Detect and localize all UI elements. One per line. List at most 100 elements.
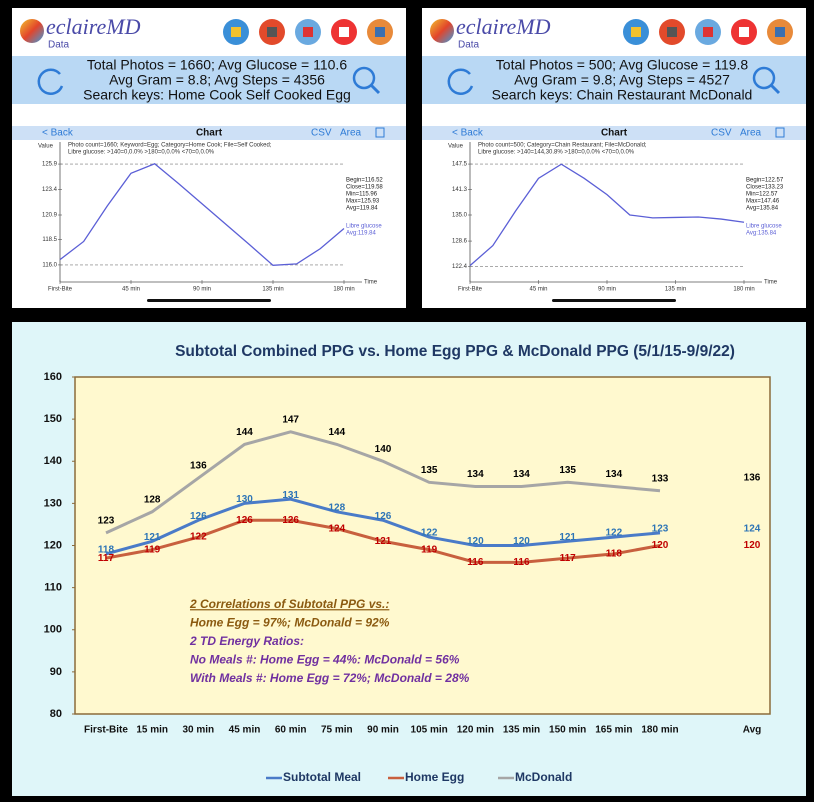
- brand-sub: Data: [48, 40, 70, 51]
- x-tick-label: First-Bite: [84, 725, 128, 736]
- stat-text: Begin=122.57: [746, 178, 784, 184]
- y-tick-label: 100: [44, 624, 62, 636]
- y-tick-label: 141.3: [452, 187, 468, 193]
- avg-label: 124: [744, 523, 761, 534]
- data-label: 122: [605, 528, 622, 539]
- data-label: 128: [144, 494, 161, 505]
- nav-title: Chart: [196, 128, 223, 139]
- toolbar-icon-detail: [667, 27, 677, 37]
- legend-label: Home Egg: [405, 770, 464, 784]
- legend-label: Libre glucose: [346, 224, 382, 230]
- stat-text: Close=119.58: [346, 185, 383, 191]
- data-label: 121: [375, 536, 392, 547]
- toolbar-icon-detail: [339, 27, 349, 37]
- data-label: 117: [98, 553, 115, 564]
- nav-area[interactable]: Area: [340, 128, 362, 139]
- nav-back[interactable]: < Back: [42, 128, 74, 139]
- y-tick-label: 116.0: [42, 262, 57, 268]
- annotation: 2 Correlations of Subtotal PPG vs.:: [189, 597, 389, 611]
- nav-back[interactable]: < Back: [452, 128, 484, 139]
- stat-text: Begin=116.52: [346, 178, 383, 184]
- data-label: 121: [144, 532, 161, 543]
- y-tick-label: 120: [44, 539, 62, 551]
- y-tick-label: 130: [44, 497, 62, 509]
- app-panel: [12, 8, 406, 308]
- data-label: 119: [421, 544, 438, 555]
- data-label: 122: [190, 532, 207, 543]
- x-tick-label: 165 min: [595, 725, 632, 736]
- annotation: Home Egg = 97%; McDonald = 92%: [190, 616, 390, 630]
- x-tick-label: Avg: [743, 725, 762, 736]
- data-label: 116: [513, 557, 530, 568]
- screen: eclaireMDDataTotal Photos = 1660; Avg Gl…: [0, 0, 814, 802]
- legend-note: Avg:135.84: [746, 231, 777, 237]
- legend-note: Avg:119.84: [346, 231, 376, 237]
- legend-label: McDonald: [515, 770, 572, 784]
- data-label: 120: [652, 540, 669, 551]
- toolbar-icon-detail: [631, 27, 641, 37]
- x-axis-label: Time: [764, 280, 778, 286]
- nav-csv[interactable]: CSV: [711, 128, 732, 139]
- data-label: 135: [421, 465, 438, 476]
- data-label: 134: [513, 469, 530, 480]
- x-tick-label: 180 min: [641, 725, 678, 736]
- y-tick-label: 140: [44, 455, 62, 467]
- stat-text: Max=125.93: [346, 199, 380, 205]
- stat-text: Min=122.57: [746, 192, 778, 198]
- data-label: 131: [282, 490, 299, 501]
- data-label: 116: [467, 557, 484, 568]
- data-label: 122: [421, 528, 438, 539]
- x-axis-label: Time: [364, 280, 378, 286]
- y-tick-label: 160: [44, 371, 62, 383]
- data-label: 126: [282, 515, 299, 526]
- y-tick-label: 147.5: [452, 162, 468, 168]
- brand: eclaireMD: [456, 14, 551, 39]
- y-axis-label: Value: [448, 144, 464, 150]
- y-tick-label: 123.4: [42, 187, 58, 193]
- toolbar-icon-detail: [267, 27, 277, 37]
- x-tick-label: 30 min: [182, 725, 214, 736]
- data-label: 117: [560, 553, 577, 564]
- stats-line: Total Photos = 1660; Avg Glucose = 110.6: [87, 57, 347, 73]
- annotation: No Meals #: Home Egg = 44%: McDonald = 5…: [190, 653, 460, 667]
- data-label: 119: [144, 544, 161, 555]
- toolbar-icon-detail: [231, 27, 241, 37]
- chart-info: Libre glucose: >140=144,30.8% >180=0,0.0…: [478, 150, 635, 156]
- y-tick-label: 90: [50, 666, 62, 678]
- x-tick-label: 135 min: [665, 287, 686, 293]
- chart-title: Subtotal Combined PPG vs. Home Egg PPG &…: [175, 343, 735, 360]
- stat-text: Max=147.46: [746, 199, 780, 205]
- x-tick-label: 75 min: [321, 725, 353, 736]
- y-tick-label: 118.5: [42, 237, 57, 243]
- data-label: 123: [652, 524, 669, 535]
- legend-label: Libre glucose: [746, 224, 782, 230]
- nav-area[interactable]: Area: [740, 128, 762, 139]
- x-tick-label: 15 min: [136, 725, 168, 736]
- y-tick-label: 128.6: [452, 239, 468, 245]
- x-tick-label: 135 min: [503, 725, 540, 736]
- data-label: 133: [652, 473, 669, 484]
- chart-info: Libre glucose: >140=0,0.0% >180=0,0.0% <…: [68, 150, 215, 156]
- data-label: 134: [467, 469, 484, 480]
- x-tick-label: 120 min: [457, 725, 494, 736]
- x-tick-label: 90 min: [367, 725, 399, 736]
- toolbar-icon-detail: [739, 27, 749, 37]
- home-indicator: [147, 299, 271, 302]
- y-axis-label: Value: [38, 144, 54, 150]
- data-label: 135: [559, 465, 576, 476]
- nav-csv[interactable]: CSV: [311, 128, 332, 139]
- data-label: 147: [282, 414, 299, 425]
- avg-label: 136: [744, 473, 761, 484]
- brand: eclaireMD: [46, 14, 141, 39]
- x-tick-label: First-Bite: [458, 287, 483, 293]
- stats-line: Search keys: Chain Restaurant McDonald: [492, 87, 753, 103]
- stat-text: Avg=135.84: [746, 206, 779, 212]
- x-tick-label: 60 min: [275, 725, 307, 736]
- y-tick-label: 125.9: [42, 162, 58, 168]
- x-tick-label: 180 min: [333, 287, 354, 293]
- data-label: 120: [467, 536, 484, 547]
- y-tick-label: 80: [50, 708, 62, 720]
- avg-label: 120: [744, 540, 761, 551]
- data-label: 120: [513, 536, 530, 547]
- chart-info: Photo count=500; Category=Chain Restaura…: [478, 143, 647, 149]
